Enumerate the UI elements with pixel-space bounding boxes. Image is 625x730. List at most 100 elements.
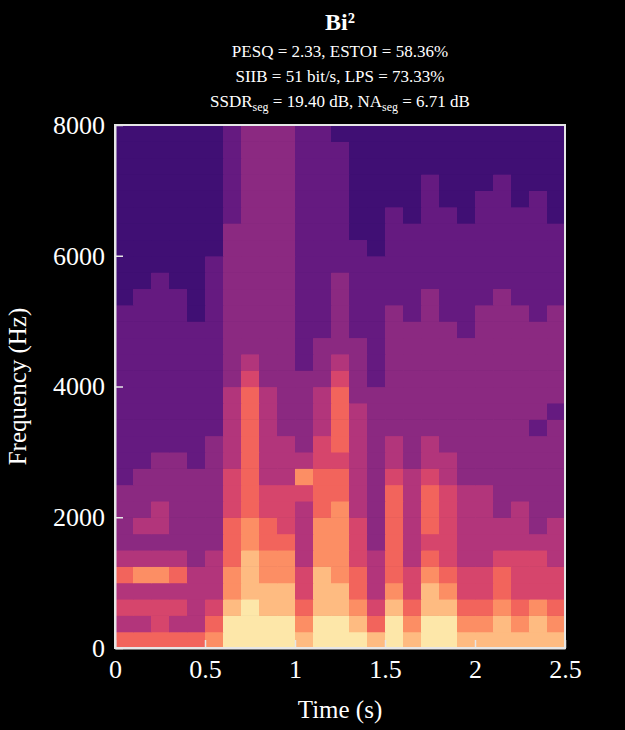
cell (151, 141, 170, 158)
cell (439, 272, 458, 289)
cell (205, 501, 224, 518)
subtitle: SIIB = 51 bit/s, LPS = 73.33% (235, 67, 444, 86)
cell (151, 125, 170, 142)
cell (421, 158, 440, 175)
cell (277, 141, 296, 158)
cell (529, 615, 548, 632)
cell (187, 517, 206, 534)
cell (403, 599, 422, 616)
cell (277, 419, 296, 436)
cell (475, 632, 494, 648)
cell (187, 583, 206, 600)
cell (547, 223, 565, 240)
cell (367, 370, 386, 387)
cell (385, 387, 404, 404)
cell (511, 223, 530, 240)
cell (493, 272, 512, 289)
cell (259, 436, 278, 453)
cell (349, 337, 368, 354)
cell (511, 272, 530, 289)
cell (277, 125, 296, 142)
cell (403, 288, 422, 305)
cell (205, 256, 224, 273)
cell (223, 288, 242, 305)
cell (547, 190, 565, 207)
cell (367, 534, 386, 551)
cell (115, 436, 134, 453)
cell (313, 141, 332, 158)
cell (133, 632, 152, 648)
cell (421, 239, 440, 256)
cell (511, 158, 530, 175)
cell (349, 534, 368, 551)
cell (205, 436, 224, 453)
cell (475, 207, 494, 224)
cell (295, 321, 314, 338)
y-axis-title: Frequency (Hz) (4, 308, 32, 466)
cell (115, 190, 134, 207)
cell (331, 239, 350, 256)
cell (205, 288, 224, 305)
tick: 8000 (53, 111, 123, 140)
cell (295, 125, 314, 142)
cell (331, 174, 350, 191)
cell (295, 534, 314, 551)
cell (133, 485, 152, 502)
cell (403, 566, 422, 583)
cell (277, 354, 296, 371)
cell (349, 550, 368, 567)
cell (403, 534, 422, 551)
cell (313, 566, 332, 583)
cell (529, 354, 548, 371)
cell (511, 354, 530, 371)
cell (421, 256, 440, 273)
cell (457, 207, 476, 224)
cell (511, 141, 530, 158)
cell (187, 370, 206, 387)
cell (493, 501, 512, 518)
cell (115, 387, 134, 404)
cell (313, 615, 332, 632)
cell (367, 403, 386, 420)
cell (349, 158, 368, 175)
cell (331, 288, 350, 305)
cell (511, 207, 530, 224)
cell (493, 321, 512, 338)
cell (313, 321, 332, 338)
cell (133, 125, 152, 142)
cell (421, 550, 440, 567)
cell (241, 321, 260, 338)
x-axis: 00.511.522.5 (109, 640, 582, 684)
cell (187, 403, 206, 420)
cell (403, 501, 422, 518)
cell (115, 403, 134, 420)
tick: 6000 (53, 242, 123, 271)
subscript: seg (253, 100, 269, 114)
cell (115, 256, 134, 273)
cell (241, 583, 260, 600)
cell (187, 419, 206, 436)
tick-label: 6000 (53, 242, 105, 271)
cell (259, 190, 278, 207)
cell (367, 452, 386, 469)
cell (169, 599, 188, 616)
cell (403, 256, 422, 273)
cell (133, 174, 152, 191)
cell (259, 370, 278, 387)
cell (205, 125, 224, 142)
cell (259, 403, 278, 420)
cell (331, 436, 350, 453)
cell (133, 370, 152, 387)
cell (295, 190, 314, 207)
cell (349, 125, 368, 142)
cell (475, 174, 494, 191)
cell (295, 387, 314, 404)
cell (547, 354, 565, 371)
cell (277, 239, 296, 256)
axis-line (116, 648, 566, 650)
cell (529, 566, 548, 583)
cell (421, 566, 440, 583)
cell (313, 125, 332, 142)
cell (475, 387, 494, 404)
cell (403, 387, 422, 404)
